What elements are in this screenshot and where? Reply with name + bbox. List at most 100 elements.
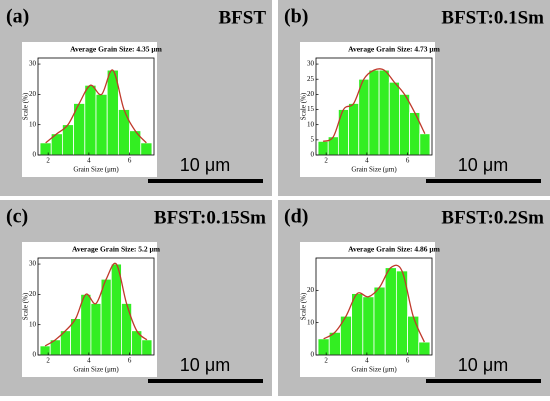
- bar: [110, 263, 122, 356]
- y-tick-label: 15: [307, 105, 315, 113]
- y-tick-label: 30: [29, 60, 37, 68]
- y-axis-label: Scale (%): [300, 292, 308, 320]
- y-tick-label: 30: [307, 60, 315, 68]
- bar: [362, 296, 375, 356]
- y-axis-label: Scale (%): [300, 92, 308, 120]
- x-axis-label: Grain Size (μm): [73, 366, 119, 374]
- panel: (d) BFST:0.2Sm Average Grain Size: 4.86 μm…: [278, 200, 550, 396]
- plot-frame: [315, 257, 433, 356]
- bar: [39, 142, 52, 156]
- panel: (a) BFST Average Grain Size: 4.35 μm 0 10 20 3…: [0, 0, 272, 196]
- y-axis-label: Scale (%): [22, 92, 30, 120]
- y-tick-label: 20: [307, 286, 315, 294]
- x-tick-label: 4: [365, 357, 369, 365]
- x-tick-label: 2: [324, 157, 328, 165]
- panel-label: (a): [6, 6, 29, 28]
- bar: [419, 133, 431, 156]
- y-tick-label: 0: [311, 151, 315, 159]
- bar: [351, 293, 364, 356]
- x-axis-label: Grain Size (μm): [351, 166, 397, 174]
- y-tick-label: 10: [307, 120, 315, 128]
- bar: [373, 286, 386, 356]
- fit-curve: [45, 69, 147, 144]
- scale-bar: [148, 379, 263, 383]
- bar: [317, 338, 330, 356]
- sample-label: BFST:0.15Sm: [154, 207, 266, 228]
- bar: [317, 140, 329, 156]
- panel: (b) BFST:0.1Sm Average Grain Size: 4.73 μm…: [278, 0, 550, 196]
- bar: [80, 293, 92, 356]
- x-tick-label: 6: [128, 357, 132, 365]
- y-tick-label: 20: [29, 290, 37, 298]
- panel-label: (c): [6, 206, 28, 228]
- y-axis-label: Scale (%): [22, 292, 30, 320]
- bar: [337, 109, 349, 156]
- bar: [95, 93, 108, 156]
- scale-bar: [148, 179, 263, 183]
- y-tick-label: 20: [29, 90, 37, 98]
- y-tick-label: 25: [307, 75, 315, 83]
- y-tick-label: 0: [33, 351, 37, 359]
- scale-bar: [426, 179, 541, 183]
- x-tick-label: 6: [128, 157, 132, 165]
- fit-curve: [322, 68, 426, 142]
- fit-curve: [44, 262, 148, 347]
- inset-title: Average Grain Size: 5.2 μm: [72, 245, 161, 254]
- bar: [384, 267, 397, 356]
- scale-bar-label: 10 μm: [180, 155, 230, 175]
- fit-curve: [323, 264, 425, 343]
- panel: (c) BFST:0.15Sm Average Grain Size: 5.2 μm…: [0, 200, 272, 396]
- bar: [358, 78, 370, 156]
- bar: [140, 142, 153, 156]
- bar: [121, 303, 133, 356]
- x-axis-label: Grain Size (μm): [351, 366, 397, 374]
- panel-label: (d): [284, 206, 308, 228]
- bar: [141, 339, 153, 356]
- bar: [399, 93, 411, 156]
- bar: [378, 69, 390, 156]
- sample-label: BFST:0.2Sm: [441, 207, 544, 228]
- plot-frame: [315, 57, 433, 156]
- y-tick-label: 30: [29, 260, 37, 268]
- inset-title: Average Grain Size: 4.73 μm: [348, 45, 441, 54]
- bar: [368, 69, 380, 156]
- plot-frame: [37, 57, 155, 156]
- x-tick-label: 2: [46, 157, 50, 165]
- bar: [129, 130, 142, 156]
- bar: [39, 345, 51, 356]
- bar: [418, 341, 431, 356]
- scale-bar-label: 10 μm: [458, 155, 508, 175]
- x-tick-label: 6: [406, 157, 410, 165]
- y-tick-label: 10: [29, 120, 37, 128]
- bar: [100, 278, 112, 356]
- bar: [90, 303, 102, 356]
- y-tick-label: 0: [33, 151, 37, 159]
- y-tick-label: 5: [311, 135, 315, 143]
- x-tick-label: 6: [406, 357, 410, 365]
- bar: [117, 109, 130, 156]
- bar: [388, 81, 400, 156]
- x-tick-label: 4: [87, 157, 91, 165]
- bar: [407, 315, 420, 356]
- scale-bar-label: 10 μm: [458, 355, 508, 375]
- sample-label: BFST: [218, 7, 266, 28]
- bar: [84, 84, 97, 156]
- y-tick-label: 10: [29, 320, 37, 328]
- inset-title: Average Grain Size: 4.35 μm: [70, 45, 163, 54]
- y-tick-label: 20: [307, 90, 315, 98]
- x-tick-label: 4: [365, 157, 369, 165]
- x-axis-label: Grain Size (μm): [73, 166, 119, 174]
- sample-label: BFST:0.1Sm: [441, 7, 544, 28]
- x-tick-label: 2: [324, 357, 328, 365]
- scale-bar-label: 10 μm: [180, 355, 230, 375]
- plot-frame: [37, 257, 155, 356]
- y-tick-label: 10: [307, 318, 315, 326]
- x-tick-label: 2: [46, 357, 50, 365]
- bar: [348, 103, 360, 156]
- scale-bar: [426, 379, 541, 383]
- inset-title: Average Grain Size: 4.86 μm: [348, 245, 441, 254]
- x-tick-label: 4: [87, 357, 91, 365]
- panel-label: (b): [284, 6, 308, 28]
